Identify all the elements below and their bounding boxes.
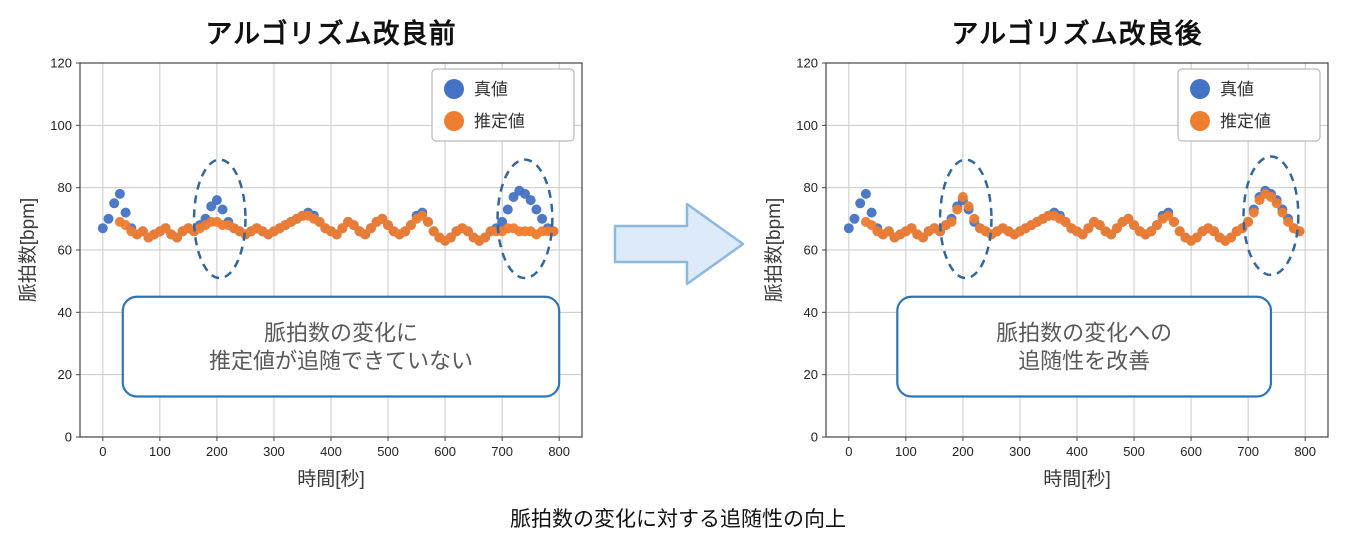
x-tick-label: 500 <box>1123 444 1145 459</box>
legend-box <box>1177 68 1321 142</box>
x-tick-label: 200 <box>952 444 974 459</box>
x-tick-label: 700 <box>491 444 513 459</box>
annotation-text: 脈拍数の変化への <box>996 321 1172 346</box>
y-tick-label: 120 <box>50 56 72 71</box>
x-tick-label: 400 <box>320 444 342 459</box>
x-tick-label: 800 <box>1294 444 1316 459</box>
y-tick-label: 40 <box>804 305 818 320</box>
legend-box <box>431 68 575 142</box>
chart-title-after: アルゴリズム改良後 <box>951 19 1203 49</box>
y-tick-label: 0 <box>811 430 818 445</box>
highlight-ellipse <box>496 158 554 280</box>
annotation-text: 脈拍数の変化に <box>264 321 418 346</box>
x-axis-label: 時間[秒] <box>297 468 365 490</box>
x-tick-label: 500 <box>377 444 399 459</box>
highlight-ellipse <box>192 158 247 280</box>
y-tick-label: 100 <box>50 118 72 133</box>
legend-label: 推定値 <box>1220 112 1271 131</box>
chart-after: 0 100 200 300 400 500 600 700 800 0 20 40 60 80 100 120… <box>763 56 1329 490</box>
chart-panel-after: アルゴリズム改良後 0 100 200 300 400 500 600 700 800 0 20 40… <box>762 6 1342 501</box>
annotation-box <box>896 295 1273 398</box>
x-tick-label: 400 <box>1066 444 1088 459</box>
y-axis-label: 脈拍数[bpm] <box>763 198 785 303</box>
highlight-ellipse <box>938 158 993 280</box>
legend-label: 真値 <box>1220 80 1254 99</box>
y-tick-label: 60 <box>58 243 72 258</box>
improvement-arrow <box>596 194 762 294</box>
x-tick-label: 300 <box>263 444 285 459</box>
x-tick-label: 600 <box>1180 444 1202 459</box>
y-tick-label: 0 <box>65 430 72 445</box>
legend-marker <box>1190 79 1210 99</box>
chart-panel-before: アルゴリズム改良前 0 100 200 300 400 500 600 700 800 0 20 40… <box>16 6 596 501</box>
y-tick-label: 120 <box>796 56 818 71</box>
legend-marker <box>444 79 464 99</box>
y-tick-label: 60 <box>804 243 818 258</box>
legend-marker <box>1190 111 1210 131</box>
y-tick-label: 80 <box>58 180 72 195</box>
x-tick-label: 0 <box>99 444 106 459</box>
x-axis-label: 時間[秒] <box>1043 468 1111 490</box>
x-tick-label: 600 <box>434 444 456 459</box>
chart-before: 0 100 200 300 400 500 600 700 800 0 20 40 60 80 100 120… <box>17 56 583 490</box>
chart-title-before: アルゴリズム改良前 <box>205 19 457 49</box>
x-tick-label: 100 <box>895 444 917 459</box>
y-tick-label: 80 <box>804 180 818 195</box>
x-tick-label: 300 <box>1009 444 1031 459</box>
y-tick-label: 40 <box>58 305 72 320</box>
annotation-text: 推定値が追随できていない <box>209 349 473 374</box>
series-points <box>114 210 559 246</box>
right-arrow-icon <box>613 202 745 286</box>
x-tick-label: 800 <box>548 444 570 459</box>
legend-label: 推定値 <box>474 112 525 131</box>
annotation-text: 追随性を改善 <box>1018 349 1150 374</box>
figure-caption: 脈拍数の変化に対する追随性の向上 <box>510 507 846 531</box>
y-tick-label: 100 <box>796 118 818 133</box>
chart-panels: アルゴリズム改良前 0 100 200 300 400 500 600 700 800 0 20 40… <box>16 6 1342 501</box>
x-tick-label: 100 <box>149 444 171 459</box>
x-tick-label: 0 <box>845 444 852 459</box>
series-points <box>860 188 1305 246</box>
y-axis-label: 脈拍数[bpm] <box>17 198 39 303</box>
x-tick-label: 700 <box>1237 444 1259 459</box>
highlight-ellipse <box>1242 155 1300 277</box>
y-tick-label: 20 <box>58 367 72 382</box>
x-tick-label: 200 <box>206 444 228 459</box>
annotation-box <box>121 295 561 398</box>
legend-label: 真値 <box>474 80 508 99</box>
legend-marker <box>444 111 464 131</box>
y-tick-label: 20 <box>804 367 818 382</box>
